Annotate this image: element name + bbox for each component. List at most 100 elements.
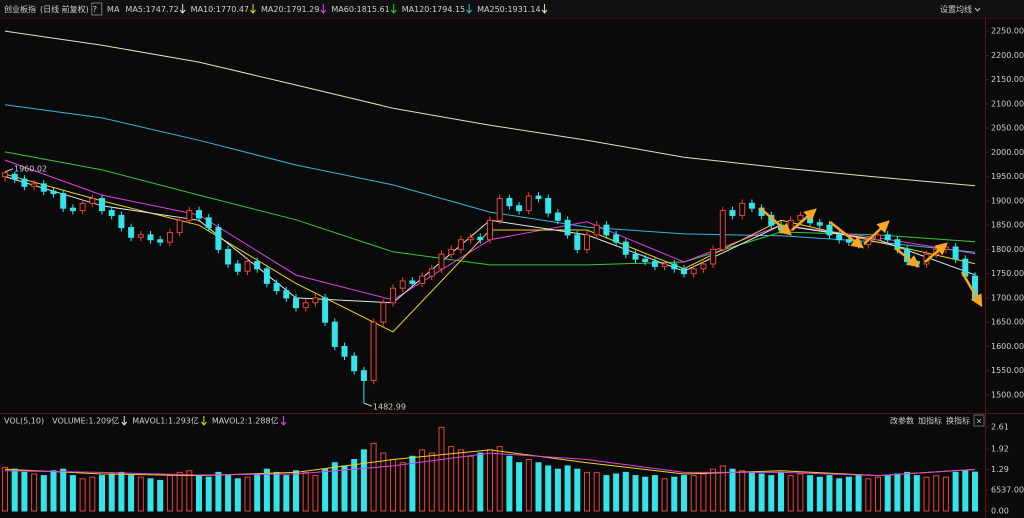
candle-body bbox=[816, 222, 823, 226]
volume-bar bbox=[836, 478, 843, 512]
close-button[interactable]: × bbox=[976, 417, 983, 426]
header-bar bbox=[0, 0, 1024, 18]
help-button[interactable] bbox=[91, 2, 103, 16]
volume-bar bbox=[710, 468, 717, 512]
volume-bar bbox=[137, 476, 144, 512]
candle-body bbox=[31, 183, 38, 187]
volume-bar bbox=[603, 475, 610, 512]
y-tick-label: 1900.00 bbox=[991, 196, 1024, 205]
volume-bar bbox=[661, 478, 668, 512]
ma-legend: MA250:1931.14 bbox=[477, 5, 540, 14]
candle-body bbox=[399, 280, 406, 289]
candle-body bbox=[225, 248, 232, 265]
volume-bar bbox=[448, 446, 455, 512]
volume-bar bbox=[690, 475, 697, 512]
volume-bar bbox=[50, 470, 57, 512]
candle-body bbox=[739, 202, 746, 216]
volume-bar bbox=[254, 473, 261, 512]
volume-bar bbox=[128, 475, 135, 512]
volume-bar bbox=[865, 478, 872, 512]
volume-bar bbox=[399, 462, 406, 512]
volume-bar bbox=[545, 465, 552, 512]
candle-body bbox=[341, 345, 348, 357]
volume-bar bbox=[205, 476, 212, 512]
ma-legend: MA10:1770.47 bbox=[191, 5, 249, 14]
candle-body bbox=[942, 246, 949, 250]
panel-button[interactable]: 加指标 bbox=[918, 416, 942, 426]
volume-bar bbox=[234, 478, 241, 512]
candle-body bbox=[157, 239, 164, 243]
y-tick-label: 1500.00 bbox=[991, 390, 1024, 399]
volume-bar bbox=[467, 455, 474, 512]
candle-body bbox=[574, 234, 581, 250]
candle-body bbox=[419, 275, 426, 284]
y-tick-label: 6537.00 bbox=[991, 485, 1024, 494]
candle-body bbox=[826, 224, 833, 236]
volume-ma-legend: MAVOL1:1.293亿 bbox=[132, 416, 199, 426]
candle-body bbox=[681, 268, 687, 275]
volume-bar bbox=[651, 475, 658, 512]
volume-bar bbox=[31, 473, 38, 512]
volume-bar bbox=[21, 471, 28, 512]
volume-bar bbox=[535, 462, 542, 512]
min-marker bbox=[363, 402, 373, 407]
volume-bar bbox=[302, 471, 309, 512]
volume-bar bbox=[584, 471, 590, 512]
volume-bar bbox=[457, 449, 464, 512]
candle-body bbox=[108, 210, 115, 216]
candle-body bbox=[234, 263, 241, 272]
candle-body bbox=[477, 236, 484, 241]
candle-body bbox=[137, 234, 144, 238]
candle-body bbox=[875, 234, 881, 241]
candle-body bbox=[554, 212, 561, 221]
ma-line bbox=[4, 30, 976, 187]
panel-button[interactable]: 改参数 bbox=[890, 416, 914, 426]
ma-legend: MA60:1815.61 bbox=[331, 5, 389, 14]
close-button-frame[interactable] bbox=[973, 414, 985, 427]
candle-body bbox=[147, 234, 154, 241]
volume-bar bbox=[739, 470, 746, 512]
volume-bar bbox=[933, 475, 940, 512]
volume-bar bbox=[845, 476, 852, 512]
volume-bar bbox=[904, 471, 911, 512]
candle-body bbox=[263, 268, 270, 284]
trend-arrow bbox=[924, 242, 948, 263]
y-tick-label: 2200.00 bbox=[991, 51, 1024, 60]
y-tick-label: 1750.00 bbox=[991, 269, 1024, 278]
volume-bar bbox=[196, 475, 202, 512]
candle-body bbox=[516, 205, 523, 212]
volume-bar bbox=[778, 471, 784, 512]
volume-bar bbox=[263, 468, 270, 512]
volume-bar bbox=[826, 475, 833, 512]
trend-arrow bbox=[829, 221, 864, 249]
candle-body bbox=[671, 263, 678, 270]
volume-bar bbox=[923, 476, 930, 512]
settings-button[interactable]: 设置均线 bbox=[940, 4, 972, 14]
candle-body bbox=[884, 234, 891, 241]
candle-body bbox=[525, 195, 532, 212]
candle-body bbox=[487, 219, 493, 241]
trend-arrow bbox=[960, 271, 983, 308]
candle-body bbox=[545, 197, 552, 214]
candle-body bbox=[496, 197, 503, 221]
panel-button[interactable]: 换指标 bbox=[946, 416, 970, 426]
volume-bar bbox=[215, 471, 222, 512]
candle-body bbox=[40, 183, 47, 192]
candle-body bbox=[719, 210, 726, 250]
candle-body bbox=[351, 355, 358, 372]
candle-body bbox=[729, 210, 736, 216]
candle-body bbox=[205, 217, 212, 229]
candle-body bbox=[535, 195, 542, 199]
y-tick-label: 1600.00 bbox=[991, 342, 1024, 351]
candle-body bbox=[642, 258, 649, 263]
down-arrow-icon bbox=[541, 4, 548, 14]
volume-bar bbox=[147, 478, 154, 512]
candle-body bbox=[312, 297, 319, 304]
candle-body bbox=[186, 210, 193, 221]
volume-bar bbox=[972, 471, 978, 512]
help-icon[interactable]: ? bbox=[93, 5, 97, 14]
volume-bar bbox=[89, 476, 96, 512]
volume-bar bbox=[283, 475, 290, 512]
candle-body bbox=[700, 263, 707, 270]
